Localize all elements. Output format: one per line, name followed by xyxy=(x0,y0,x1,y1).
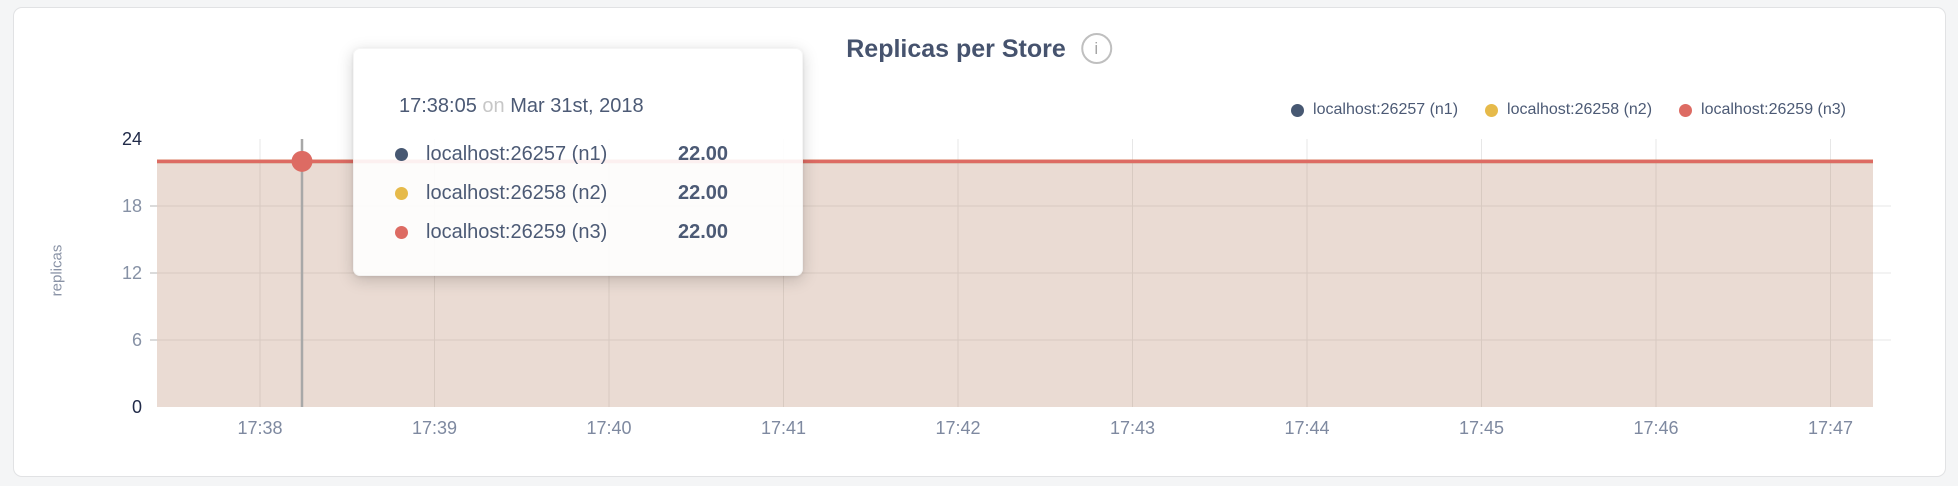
x-axis-tick-label: 17:40 xyxy=(586,418,632,438)
tooltip-separator: on xyxy=(482,95,505,117)
legend-series-label: localhost:26257 (n1) xyxy=(1313,101,1459,118)
y-axis-tick-label: 0 xyxy=(131,397,142,417)
chart-title: Replicas per Store xyxy=(846,34,1066,63)
tooltip-rows: localhost:26257 (n1) 22.00 localhost:26258… xyxy=(395,135,784,252)
tooltip-header: 17:38:05 on Mar 31st, 2018 xyxy=(399,93,644,119)
x-axis-tick-label: 17:45 xyxy=(1458,418,1505,438)
x-axis-tick-label: 17:39 xyxy=(411,418,458,438)
x-axis-tick-label: 17:47 xyxy=(1807,418,1854,438)
x-axis-tick-label: 17:44 xyxy=(1284,418,1330,438)
x-axis-tick-label: 17:41 xyxy=(760,418,807,438)
x-axis-tick-label: 17:46 xyxy=(1633,418,1679,438)
tooltip-series-value: 22.00 xyxy=(678,143,729,165)
x-axis-tick-label: 17:38 xyxy=(237,418,283,438)
tooltip-series-dot-icon xyxy=(395,187,408,200)
chart-tooltip: 17:38:05 on Mar 31st, 2018 localhost:262… xyxy=(353,48,803,276)
x-axis-tick-label: 17:43 xyxy=(1109,418,1156,438)
legend-series-dot-icon xyxy=(1291,103,1305,117)
legend-series-label: localhost:26258 (n2) xyxy=(1507,101,1653,118)
legend-item[interactable]: localhost:26258 (n2) xyxy=(1485,101,1652,119)
tooltip-date: Mar 31st, 2018 xyxy=(510,95,644,117)
tooltip-row: localhost:26258 (n2) 22.00 xyxy=(395,174,784,213)
legend-item[interactable]: localhost:26257 (n1) xyxy=(1291,101,1458,119)
tooltip-series-label: localhost:26257 (n1) xyxy=(426,143,608,165)
tooltip-series-label: localhost:26259 (n3) xyxy=(426,221,608,243)
legend-item[interactable]: localhost:26259 (n3) xyxy=(1679,101,1846,119)
x-axis-tick-label: 17:42 xyxy=(935,418,981,438)
tooltip-row: localhost:26257 (n1) 22.00 xyxy=(395,135,784,174)
tooltip-row: localhost:26259 (n3) 22.00 xyxy=(395,213,784,252)
y-axis-tick-label: 12 xyxy=(121,263,142,283)
hover-marker xyxy=(291,150,313,172)
chart-header: Replicas per Store i xyxy=(846,33,1112,64)
info-icon[interactable]: i xyxy=(1080,33,1112,64)
legend-series-dot-icon xyxy=(1679,103,1693,117)
tooltip-time: 17:38:05 xyxy=(399,95,477,117)
y-axis-tick-label: 6 xyxy=(131,330,142,350)
legend-series-label: localhost:26259 (n3) xyxy=(1701,101,1846,118)
legend-series-dot-icon xyxy=(1485,103,1499,117)
tooltip-series-value: 22.00 xyxy=(678,221,729,243)
tooltip-series-dot-icon xyxy=(395,148,408,161)
chart-card xyxy=(13,7,1946,477)
tooltip-series-dot-icon xyxy=(395,226,408,239)
y-axis-tick-label: 24 xyxy=(121,129,142,149)
legend: localhost:26257 (n1) localhost:26258 (n2)… xyxy=(1291,101,1846,119)
tooltip-series-value: 22.00 xyxy=(678,182,729,204)
y-axis-tick-label: 18 xyxy=(121,196,142,216)
tooltip-series-label: localhost:26258 (n2) xyxy=(426,182,608,204)
